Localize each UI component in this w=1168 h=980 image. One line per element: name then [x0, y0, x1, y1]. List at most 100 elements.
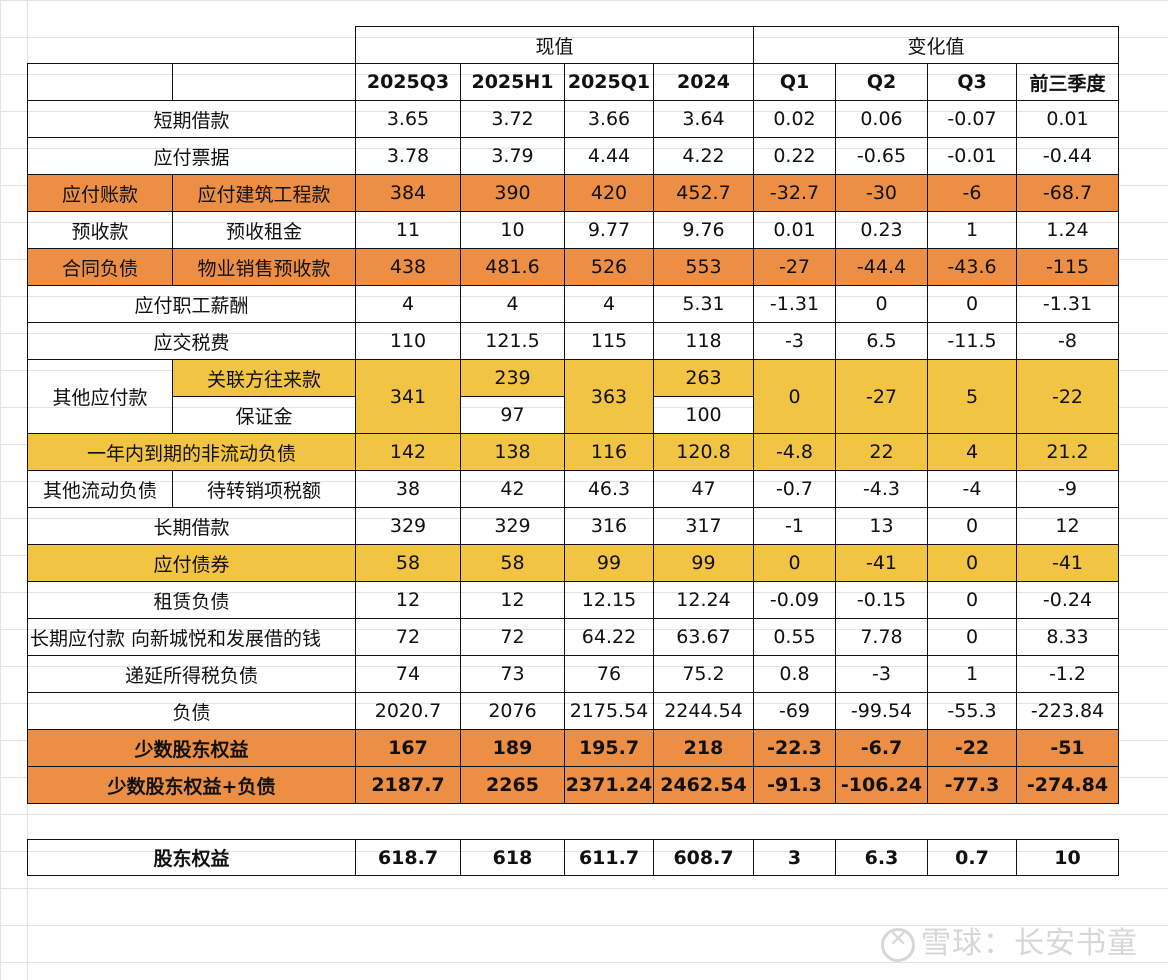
- cell: 3.78: [355, 137, 461, 175]
- row-label: 股东权益: [27, 839, 356, 876]
- cell: 329: [460, 507, 565, 545]
- cell: 341: [355, 359, 461, 434]
- cell: 363: [564, 359, 654, 434]
- col-2024: 2024: [653, 63, 754, 101]
- row-sublabel: 预收租金: [172, 211, 356, 249]
- cell: -4.3: [835, 470, 928, 508]
- col-ytd: 前三季度: [1016, 63, 1119, 101]
- cell: 73: [460, 655, 565, 693]
- cell: -0.7: [753, 470, 836, 508]
- cell: 618.7: [355, 839, 461, 876]
- cell: 9.77: [564, 211, 654, 249]
- table-row: 其他流动负债 待转销项税额 38 42 46.3 47 -0.7 -4.3 -4…: [27, 470, 1119, 508]
- cell: 13: [835, 507, 928, 545]
- cell: -68.7: [1016, 174, 1119, 212]
- cell: 0.06: [835, 100, 928, 138]
- cell: 76: [564, 655, 654, 693]
- cell: -30: [835, 174, 928, 212]
- cell: 2265: [460, 766, 565, 804]
- row-sublabel: 物业销售预收款: [172, 248, 356, 286]
- cell: -41: [835, 544, 928, 582]
- cell: 0: [927, 618, 1017, 656]
- cell: -69: [753, 692, 836, 730]
- cell: -32.7: [753, 174, 836, 212]
- cell: -106.24: [835, 766, 928, 804]
- cell: 0.7: [927, 839, 1017, 876]
- row-label: 应交税费: [27, 322, 356, 360]
- row-label: 租赁负债: [27, 581, 356, 619]
- cell: 5.31: [653, 285, 754, 323]
- table-row: 少数股东权益+负债 2187.7 2265 2371.24 2462.54 -9…: [27, 766, 1119, 804]
- table-row: 股东权益 618.7 618 611.7 608.7 3 6.3 0.7 10: [27, 839, 1119, 876]
- cell: -1.31: [1016, 285, 1119, 323]
- row-label: 合同负债: [27, 248, 173, 286]
- cell: 58: [460, 544, 565, 582]
- cell: 3.72: [460, 100, 565, 138]
- cell: -0.65: [835, 137, 928, 175]
- group-current: 现值: [355, 26, 754, 64]
- cell: 12: [460, 581, 565, 619]
- cell: 0.8: [753, 655, 836, 693]
- cell: -41: [1016, 544, 1119, 582]
- cell: 4: [927, 433, 1017, 471]
- cell: 0.55: [753, 618, 836, 656]
- cell: 195.7: [564, 729, 654, 767]
- cell: 1: [927, 211, 1017, 249]
- cell: 4: [564, 285, 654, 323]
- col-2025q3: 2025Q3: [355, 63, 461, 101]
- cell: 2462.54: [653, 766, 754, 804]
- cell: 3.79: [460, 137, 565, 175]
- table-row: 一年内到期的非流动负债 142 138 116 120.8 -4.8 22 4 …: [27, 433, 1119, 471]
- row-label: 递延所得税负债: [27, 655, 356, 693]
- cell: 611.7: [564, 839, 654, 876]
- equity-table: 股东权益 618.7 618 611.7 608.7 3 6.3 0.7 10: [27, 839, 1119, 876]
- cell: 526: [564, 248, 654, 286]
- row-label: 负债: [27, 692, 356, 730]
- row-label: 其他流动负债: [27, 470, 173, 508]
- table-row: 应付票据 3.78 3.79 4.44 4.22 0.22 -0.65 -0.0…: [27, 137, 1119, 175]
- cell: -99.54: [835, 692, 928, 730]
- col-q2: Q2: [835, 63, 928, 101]
- row-label: 应付债券: [27, 544, 356, 582]
- col-q1: Q1: [753, 63, 836, 101]
- cell: 0: [753, 359, 836, 434]
- cell: -9: [1016, 470, 1119, 508]
- table-row: 应付职工薪酬 4 4 4 5.31 -1.31 0 0 -1.31: [27, 285, 1119, 323]
- header-blank: [172, 63, 356, 101]
- cell: 0: [835, 285, 928, 323]
- cell: 9.76: [653, 211, 754, 249]
- cell: -4.8: [753, 433, 836, 471]
- cell: -51: [1016, 729, 1119, 767]
- cell: 12.24: [653, 581, 754, 619]
- cell: 10: [460, 211, 565, 249]
- cell: -0.15: [835, 581, 928, 619]
- cell: -115: [1016, 248, 1119, 286]
- table-row: 长期应付款 向新城悦和发展借的钱 72 72 64.22 63.67 0.55 …: [27, 618, 1119, 656]
- cell: 189: [460, 729, 565, 767]
- row-label: 其他应付款: [27, 359, 173, 434]
- table-row: 租赁负债 12 12 12.15 12.24 -0.09 -0.15 0 -0.…: [27, 581, 1119, 619]
- col-2025h1: 2025H1: [460, 63, 565, 101]
- cell: -223.84: [1016, 692, 1119, 730]
- cell: -91.3: [753, 766, 836, 804]
- cell: 4.22: [653, 137, 754, 175]
- table-row: 应交税费 110 121.5 115 118 -3 6.5 -11.5 -8: [27, 322, 1119, 360]
- cell: 12: [355, 581, 461, 619]
- cell: -27: [753, 248, 836, 286]
- cell: 97: [460, 396, 565, 434]
- cell: 218: [653, 729, 754, 767]
- cell: 4: [460, 285, 565, 323]
- cell: 2076: [460, 692, 565, 730]
- cell: 329: [355, 507, 461, 545]
- cell: 58: [355, 544, 461, 582]
- cell: 8.33: [1016, 618, 1119, 656]
- cell: 239: [460, 359, 565, 397]
- cell: 115: [564, 322, 654, 360]
- cell: 3.64: [653, 100, 754, 138]
- cell: 100: [653, 396, 754, 434]
- cell: 10: [1016, 839, 1119, 876]
- cell: 5: [927, 359, 1017, 434]
- row-label: 应付职工薪酬: [27, 285, 356, 323]
- row-label: 预收款: [27, 211, 173, 249]
- cell: 120.8: [653, 433, 754, 471]
